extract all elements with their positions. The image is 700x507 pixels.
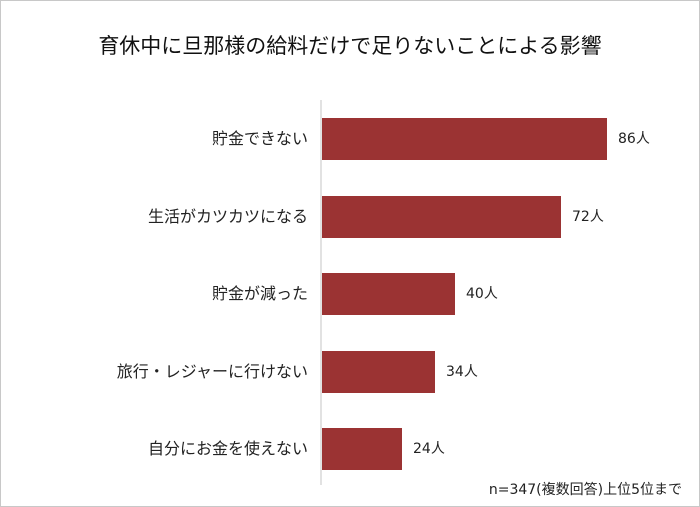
bar-row: 生活がカツカツになる 72人 [0, 195, 700, 238]
category-label: 貯金が減った [211, 284, 308, 303]
bar-row: 貯金が減った 40人 [0, 273, 700, 315]
category-label: 自分にお金を使えない [147, 439, 308, 458]
value-label: 72人 [572, 208, 604, 225]
bar [322, 195, 561, 238]
bar [322, 428, 402, 470]
value-label: 24人 [413, 441, 445, 457]
bar [322, 118, 607, 160]
bar-row: 自分にお金を使えない 24人 [0, 428, 700, 470]
category-label: 旅行・レジャーに行けない [116, 361, 308, 381]
value-label: 34人 [446, 363, 478, 380]
sample-note: n=347(複数回答)上位5位まで [488, 482, 682, 498]
category-label: 生活がカツカツになる [147, 206, 308, 226]
bar [322, 273, 455, 315]
value-label: 40人 [466, 286, 498, 302]
y-axis-line [320, 100, 322, 485]
category-label: 貯金できない [211, 129, 308, 148]
chart-title: 育休中に旦那様の給料だけで足りないことによる影響 [98, 34, 602, 58]
bar-row: 旅行・レジャーに行けない 34人 [0, 350, 700, 393]
bar [322, 350, 435, 393]
value-label: 86人 [618, 131, 650, 147]
bar-row: 貯金できない 86人 [0, 118, 700, 160]
